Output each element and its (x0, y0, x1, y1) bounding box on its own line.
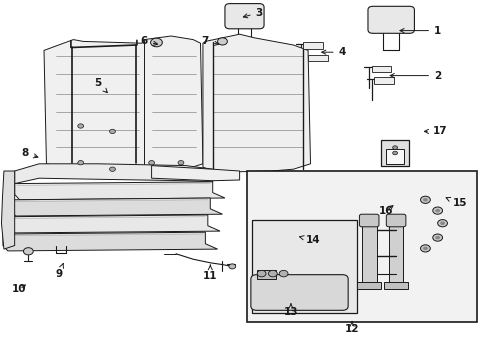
FancyBboxPatch shape (359, 214, 378, 227)
Text: 3: 3 (243, 8, 262, 18)
Circle shape (422, 198, 427, 202)
Bar (303, 42, 322, 49)
Circle shape (422, 247, 427, 250)
Text: 16: 16 (378, 206, 393, 216)
Text: 17: 17 (424, 126, 447, 136)
Circle shape (439, 221, 444, 225)
Text: 6: 6 (141, 36, 157, 46)
Polygon shape (1, 171, 15, 249)
Polygon shape (361, 220, 376, 288)
Circle shape (434, 209, 439, 212)
Text: 10: 10 (12, 284, 27, 294)
Text: 15: 15 (445, 197, 466, 208)
Bar (383, 282, 407, 289)
Text: 1: 1 (399, 26, 440, 36)
Circle shape (279, 270, 287, 277)
Text: 12: 12 (344, 321, 359, 334)
Circle shape (228, 264, 235, 269)
Bar (246, 171, 476, 322)
Circle shape (420, 245, 429, 252)
Circle shape (78, 124, 83, 128)
Circle shape (420, 196, 429, 203)
Text: 9: 9 (55, 264, 63, 279)
Bar (307, 55, 327, 61)
Circle shape (437, 220, 447, 227)
Bar (251, 220, 356, 313)
Polygon shape (15, 182, 224, 200)
Circle shape (109, 129, 115, 134)
Bar (356, 282, 381, 289)
Circle shape (109, 167, 115, 171)
Circle shape (150, 38, 162, 47)
Circle shape (432, 207, 442, 214)
Polygon shape (7, 215, 220, 233)
Bar (373, 77, 393, 84)
Polygon shape (44, 36, 203, 171)
Text: 11: 11 (203, 265, 217, 281)
FancyBboxPatch shape (250, 275, 347, 310)
FancyBboxPatch shape (224, 4, 264, 29)
Bar (256, 270, 276, 279)
Polygon shape (151, 166, 239, 181)
Text: 5: 5 (94, 78, 107, 93)
Polygon shape (203, 34, 310, 172)
Circle shape (392, 146, 397, 149)
Circle shape (78, 161, 83, 165)
Text: 2: 2 (389, 71, 440, 81)
Bar (386, 149, 403, 164)
Circle shape (148, 161, 154, 165)
Bar (381, 140, 408, 166)
Circle shape (434, 236, 439, 239)
Polygon shape (15, 164, 212, 184)
Circle shape (392, 151, 397, 155)
Circle shape (23, 248, 33, 255)
Text: 4: 4 (321, 47, 346, 57)
Circle shape (432, 234, 442, 241)
Circle shape (268, 270, 277, 277)
Text: 8: 8 (22, 148, 38, 158)
FancyBboxPatch shape (386, 214, 405, 227)
Text: 14: 14 (299, 235, 320, 245)
Circle shape (257, 270, 265, 277)
Circle shape (178, 161, 183, 165)
Polygon shape (3, 232, 217, 251)
Text: 7: 7 (201, 36, 218, 46)
Circle shape (217, 38, 227, 45)
Bar (371, 66, 390, 72)
Polygon shape (11, 198, 222, 216)
FancyBboxPatch shape (367, 6, 414, 33)
Polygon shape (388, 220, 403, 288)
Text: 13: 13 (283, 304, 298, 317)
